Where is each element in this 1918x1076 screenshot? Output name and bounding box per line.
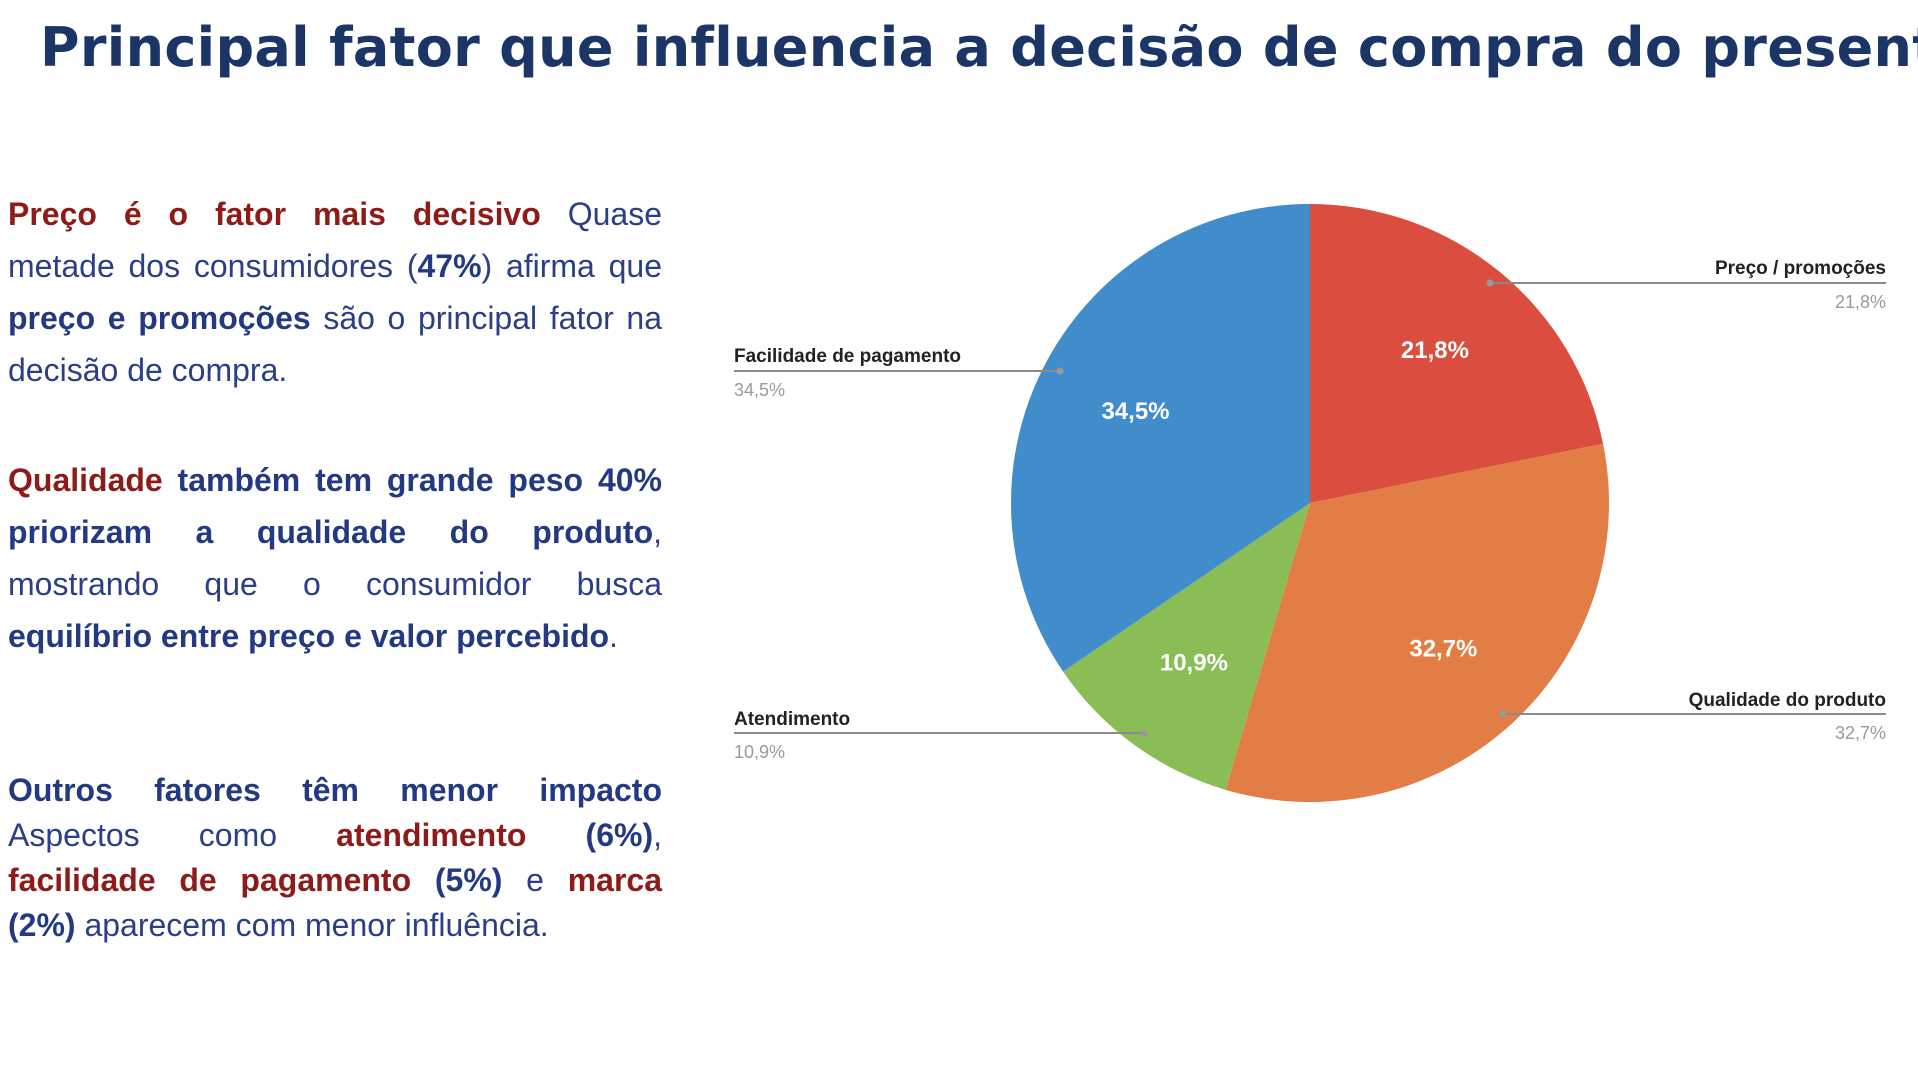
callout-value: 10,9%: [734, 742, 785, 762]
pie-slice: [1063, 503, 1310, 790]
callout-dot: [1499, 710, 1507, 718]
text-bold: (6%): [526, 817, 654, 853]
text-bold: marca: [567, 862, 663, 898]
pie-slice: [1225, 443, 1609, 803]
text: aparecem com menor influência.: [75, 907, 549, 943]
callout-value: 34,5%: [734, 380, 785, 400]
text: .: [609, 618, 618, 654]
slice-value-label: 32,7%: [1409, 635, 1477, 662]
callout-label: Preço / promoções: [1715, 258, 1886, 279]
slice-value-label: 21,8%: [1401, 337, 1469, 364]
callout-dot: [1056, 367, 1064, 375]
text-bold: (2%): [8, 907, 76, 943]
callout-label: Facilidade de pagamento: [734, 346, 961, 367]
text-bold: Preço é o fator mais decisivo: [8, 196, 541, 232]
callout-value: 32,7%: [1835, 723, 1886, 743]
text-bold: preço e promoções: [8, 300, 311, 336]
text-bold: também tem grande peso 40% priorizam a q…: [8, 462, 662, 550]
pie-slice: [1011, 204, 1310, 672]
text-bold: equilíbrio entre preço e valor percebido: [8, 618, 610, 654]
callout-label: Atendimento: [734, 709, 850, 730]
text: são o principal fator na decisão de comp…: [8, 300, 663, 388]
insight-price: Preço é o fator mais decisivo Quase meta…: [8, 188, 662, 396]
slice-value-label: 10,9%: [1160, 650, 1228, 677]
callout-dot: [1486, 279, 1494, 287]
text: , mostrando que o consumidor busca: [8, 514, 662, 602]
insight-quality: Qualidade também tem grande peso 40% pri…: [8, 454, 662, 662]
text: Aspectos como: [8, 817, 337, 853]
text-bold: Qualidade: [8, 462, 163, 498]
text-bold: Outros fatores têm menor impacto: [8, 772, 662, 808]
pie-slice: [1310, 204, 1604, 503]
text: Quase metade dos consumidores (: [8, 196, 663, 284]
callout-label: Qualidade do produto: [1689, 690, 1886, 711]
text-bold: atendimento: [336, 817, 527, 853]
text-bold: 47%: [417, 248, 482, 284]
callout-value: 21,8%: [1835, 292, 1886, 312]
slice-value-label: 34,5%: [1101, 398, 1169, 425]
text: e: [502, 862, 568, 898]
text-bold: (5%): [411, 862, 503, 898]
text-bold: facilidade de pagamento: [8, 862, 412, 898]
callout-dot: [1140, 729, 1148, 737]
text: ) afirma que: [481, 248, 663, 284]
insight-others: Outros fatores têm menor impacto Aspecto…: [8, 768, 662, 948]
page-title: Principal fator que influencia a decisão…: [40, 16, 1918, 79]
text: ,: [653, 817, 663, 853]
